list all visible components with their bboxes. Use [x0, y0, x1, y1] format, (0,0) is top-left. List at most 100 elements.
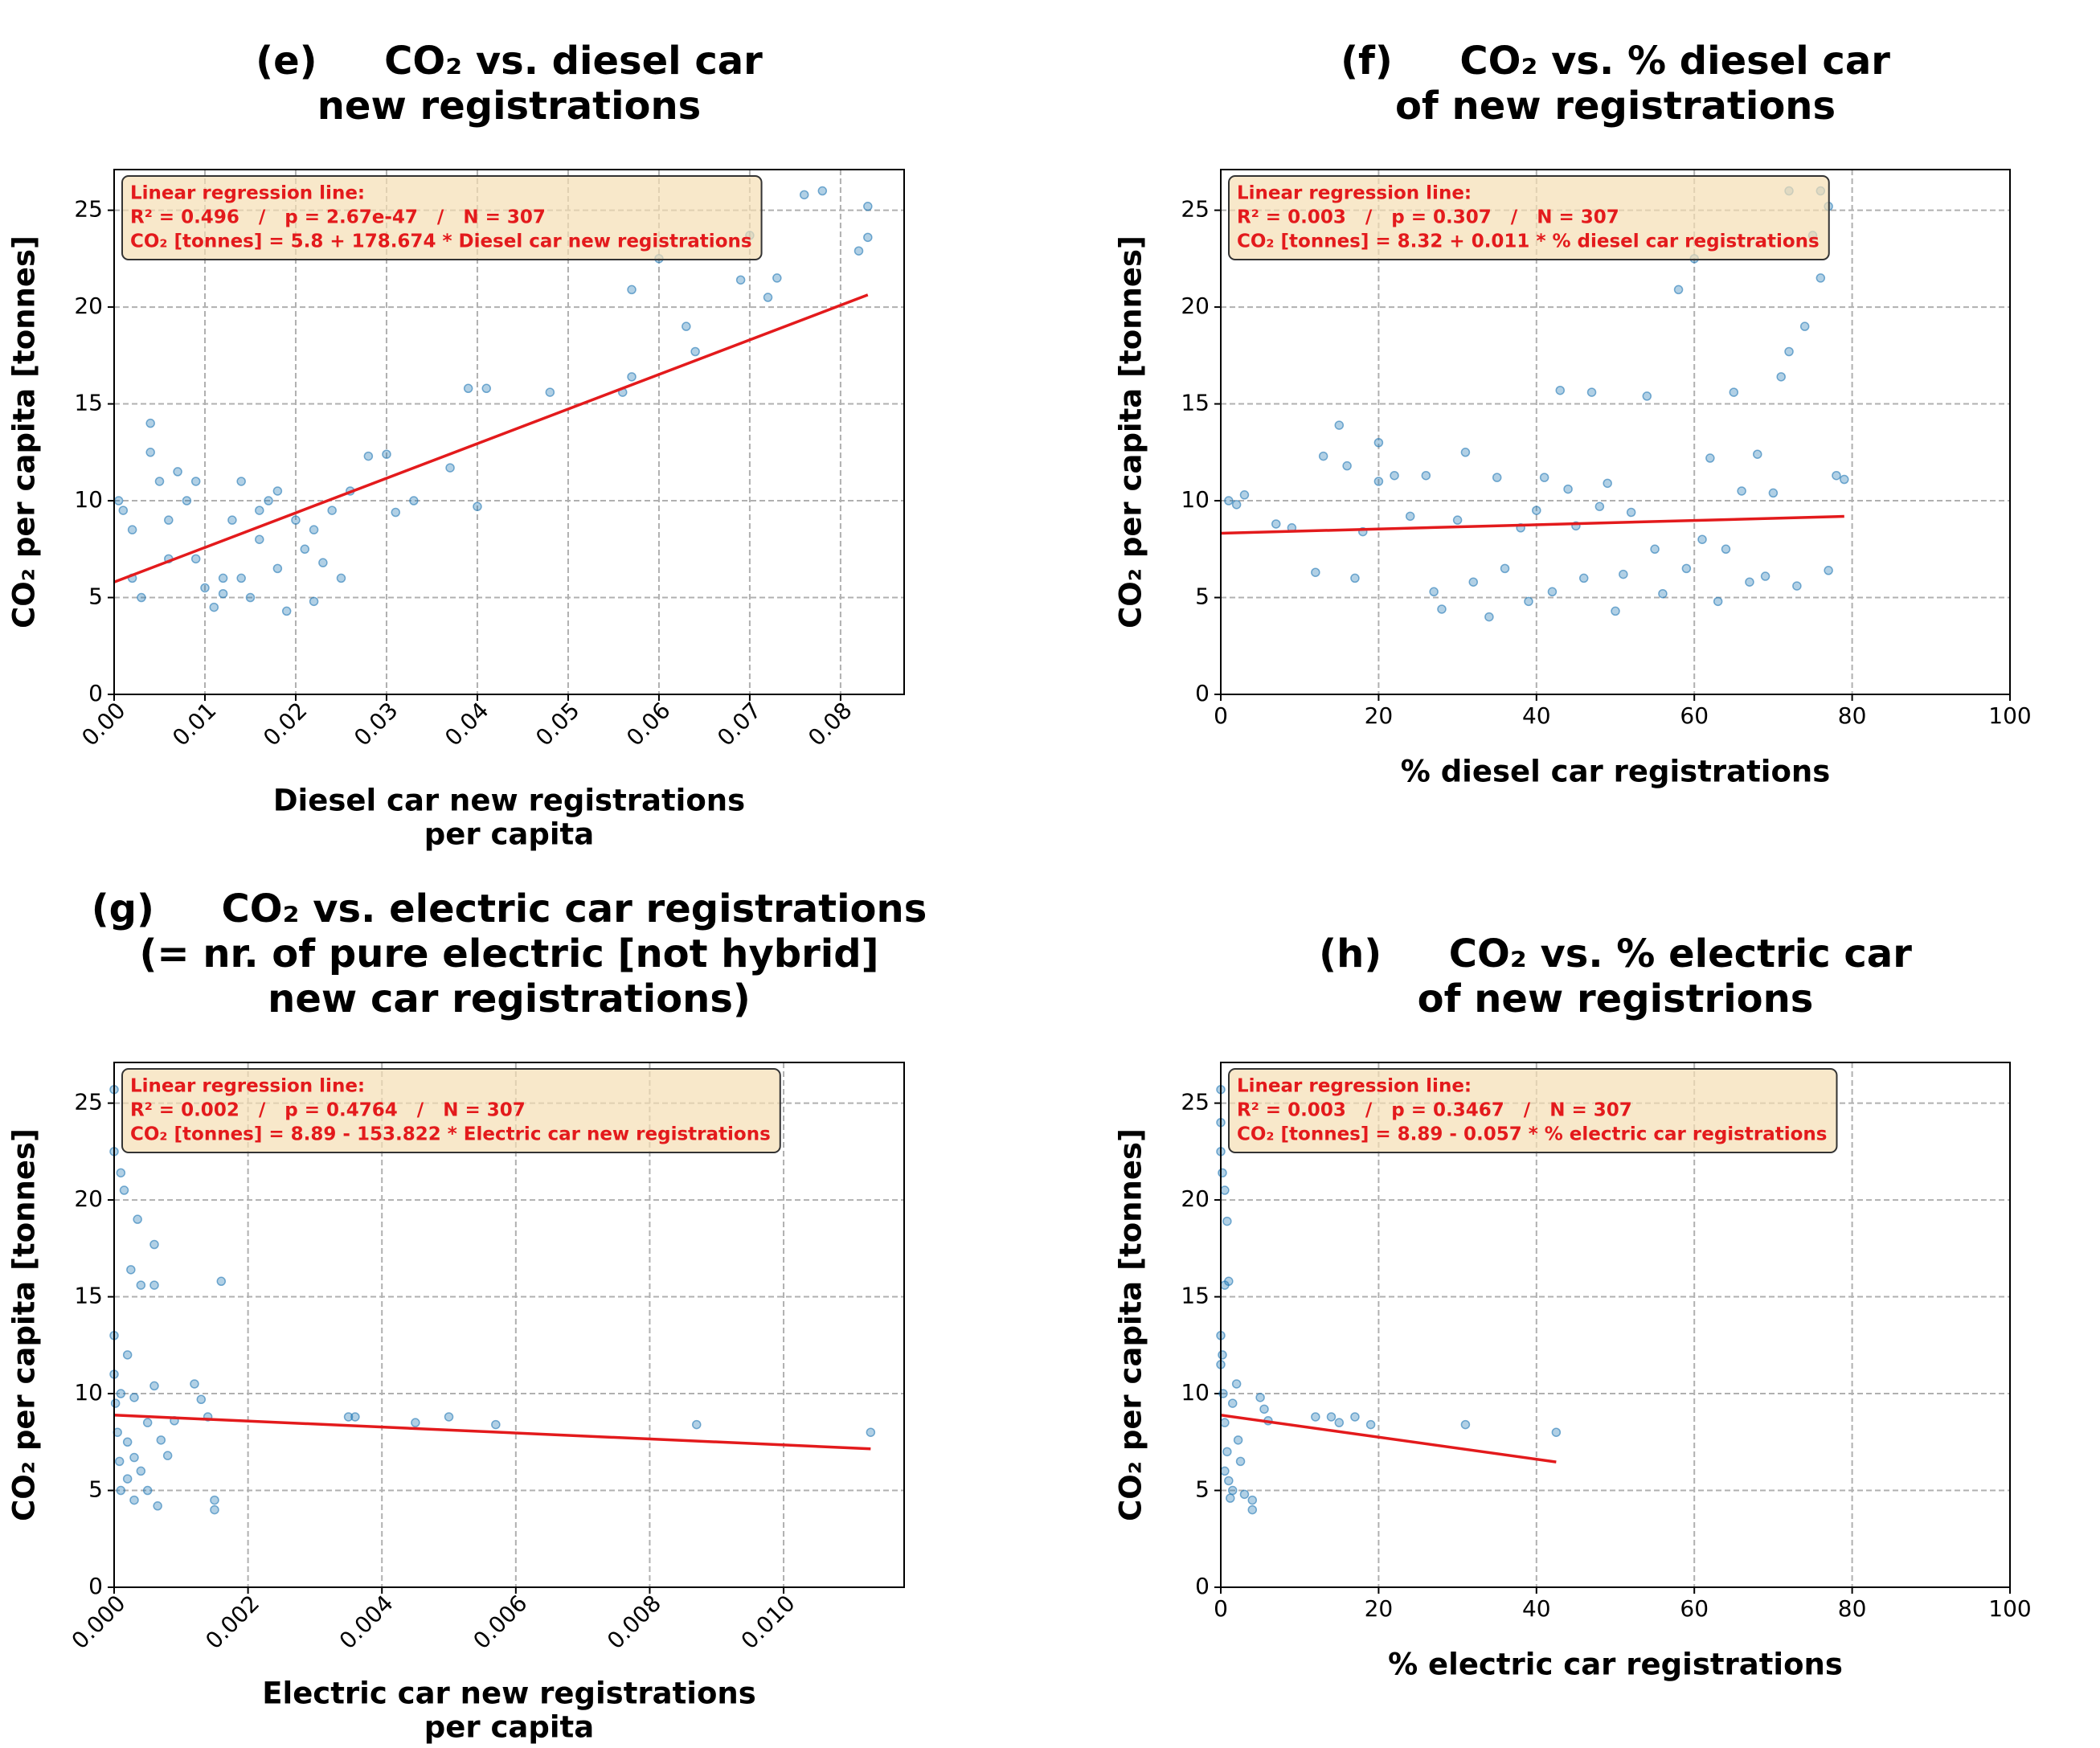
annotation-text: CO₂ [tonnes] = 8.89 - 153.822 * Electric…	[130, 1124, 771, 1145]
data-point	[1578, 573, 1589, 583]
y-tick-label: 20	[1181, 1185, 1210, 1212]
data-point	[182, 496, 192, 506]
data-point	[1437, 604, 1447, 614]
data-point	[236, 477, 246, 486]
data-point	[1220, 1185, 1230, 1195]
data-point	[142, 1418, 153, 1427]
chart-title: (f) CO₂ vs. % diesel car	[1341, 39, 1890, 84]
x-tick-label: 80	[1838, 702, 1867, 729]
y-tick-label: 10	[1181, 486, 1210, 513]
data-point	[1224, 496, 1234, 506]
data-point	[1235, 1456, 1246, 1467]
data-point	[1220, 1466, 1230, 1476]
data-point	[1532, 506, 1541, 515]
data-point	[1737, 486, 1746, 496]
regression-line	[113, 1414, 871, 1451]
data-point	[1484, 612, 1494, 622]
y-tick-label: 5	[1195, 1476, 1210, 1503]
data-point	[154, 477, 165, 486]
data-point	[190, 1379, 199, 1389]
x-tick-label: 80	[1838, 1595, 1867, 1622]
x-tick-label: 0.010	[736, 1590, 800, 1654]
y-tick-label: 25	[1181, 1089, 1210, 1116]
annotation-text: R² = 0.003 / p = 0.3467 / N = 307	[1237, 1100, 1632, 1121]
data-point	[236, 573, 246, 583]
data-point	[1239, 490, 1250, 500]
data-point	[1224, 1476, 1234, 1486]
data-point	[1255, 1393, 1265, 1402]
data-point	[1326, 1412, 1337, 1422]
data-point	[255, 506, 264, 515]
data-point	[473, 501, 482, 512]
data-point	[145, 418, 155, 428]
y-tick-label: 20	[1181, 293, 1210, 319]
data-point	[129, 1495, 139, 1505]
data-point	[1729, 387, 1739, 397]
data-point	[116, 1168, 126, 1178]
data-point	[1227, 1485, 1238, 1496]
data-point	[799, 190, 809, 200]
x-tick-label: 0.004	[334, 1590, 399, 1654]
data-point	[126, 1265, 136, 1275]
annotation-box	[121, 1068, 781, 1153]
data-point	[1551, 1427, 1562, 1437]
x-tick-label: 40	[1522, 702, 1551, 729]
x-tick-label: 0.008	[602, 1590, 666, 1654]
data-point	[772, 273, 782, 283]
chart-title: (g) CO₂ vs. electric car registrations	[92, 886, 927, 931]
y-tick-label: 15	[74, 390, 103, 416]
data-point	[327, 506, 337, 515]
data-point	[264, 496, 273, 506]
data-point	[1318, 451, 1328, 461]
data-point	[1768, 488, 1779, 498]
data-point	[1373, 477, 1384, 486]
x-axis-label: % electric car registrations	[1388, 1648, 1843, 1682]
data-point	[350, 1412, 360, 1422]
data-point	[129, 1452, 139, 1463]
annotation-text: Linear regression line:	[130, 1076, 365, 1097]
x-axis-label: % diesel car registrations	[1401, 755, 1831, 789]
data-point	[142, 1485, 153, 1496]
data-point	[149, 1381, 159, 1391]
x-tick-label: 40	[1522, 1595, 1551, 1622]
data-point	[1784, 346, 1794, 357]
y-tick-label: 15	[1181, 1283, 1210, 1309]
annotation-text: R² = 0.003 / p = 0.307 / N = 307	[1237, 207, 1619, 228]
data-point	[1218, 1168, 1227, 1178]
x-tick-label: 0.04	[440, 697, 493, 751]
x-tick-label: 0.01	[167, 697, 221, 751]
y-tick-label: 0	[88, 1573, 103, 1599]
x-tick-label: 100	[1988, 1595, 2031, 1622]
data-point	[1492, 473, 1502, 482]
y-tick-label: 0	[1195, 680, 1210, 706]
data-point	[863, 232, 873, 243]
y-tick-label: 15	[74, 1283, 103, 1309]
data-point	[119, 1185, 129, 1195]
data-point	[200, 583, 210, 593]
data-point	[1650, 544, 1660, 555]
y-tick-label: 10	[1181, 1379, 1210, 1406]
annotation-text: R² = 0.002 / p = 0.4764 / N = 307	[130, 1100, 526, 1121]
chart-title: new car registrations)	[268, 976, 751, 1021]
data-point	[1334, 1418, 1345, 1427]
data-point	[309, 596, 319, 607]
data-point	[122, 1474, 133, 1484]
x-tick-label: 0.00	[76, 697, 130, 751]
y-axis-label: CO₂ per capita [tonnes]	[7, 235, 42, 628]
data-point	[127, 525, 137, 534]
data-point	[866, 1427, 876, 1437]
data-point	[272, 563, 283, 574]
data-point	[1658, 588, 1668, 599]
data-point	[343, 1412, 354, 1422]
data-point	[129, 1393, 139, 1402]
x-tick-label: 60	[1680, 702, 1709, 729]
data-point	[209, 602, 219, 612]
data-point	[272, 486, 283, 496]
data-point	[118, 506, 129, 515]
data-point	[1586, 387, 1597, 397]
data-point	[1460, 448, 1471, 457]
data-point	[1350, 1412, 1360, 1422]
x-tick-label: 0.05	[530, 697, 584, 751]
